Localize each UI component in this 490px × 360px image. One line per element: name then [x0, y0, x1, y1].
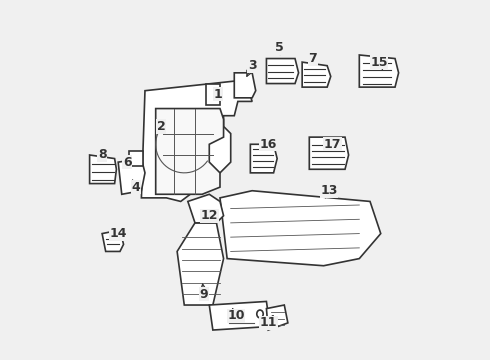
- Text: 5: 5: [274, 41, 283, 54]
- Polygon shape: [90, 155, 117, 184]
- Polygon shape: [220, 191, 381, 266]
- Text: 14: 14: [109, 227, 127, 240]
- Polygon shape: [188, 194, 223, 223]
- Polygon shape: [359, 55, 398, 87]
- Polygon shape: [267, 59, 298, 84]
- Polygon shape: [302, 62, 331, 87]
- Polygon shape: [102, 230, 123, 251]
- Text: 1: 1: [214, 88, 222, 101]
- Polygon shape: [142, 80, 252, 202]
- Polygon shape: [309, 137, 348, 169]
- Polygon shape: [234, 73, 256, 98]
- Text: 16: 16: [260, 138, 277, 151]
- Text: 12: 12: [200, 209, 218, 222]
- Polygon shape: [177, 223, 223, 305]
- Polygon shape: [129, 152, 143, 166]
- Polygon shape: [267, 305, 288, 330]
- Text: 9: 9: [199, 288, 208, 301]
- Text: 13: 13: [320, 184, 338, 197]
- Text: 11: 11: [260, 316, 277, 329]
- Text: 6: 6: [123, 156, 131, 168]
- Polygon shape: [250, 144, 277, 173]
- Polygon shape: [209, 301, 270, 330]
- Text: 10: 10: [227, 309, 245, 322]
- Text: 4: 4: [132, 181, 141, 194]
- Text: 17: 17: [324, 138, 341, 151]
- Text: 2: 2: [157, 120, 166, 133]
- Polygon shape: [118, 158, 145, 194]
- Text: 15: 15: [370, 55, 388, 69]
- Polygon shape: [206, 84, 220, 105]
- Polygon shape: [156, 109, 223, 194]
- Text: 8: 8: [98, 148, 106, 162]
- Text: 3: 3: [248, 59, 256, 72]
- Text: 7: 7: [309, 52, 317, 65]
- Ellipse shape: [257, 310, 263, 318]
